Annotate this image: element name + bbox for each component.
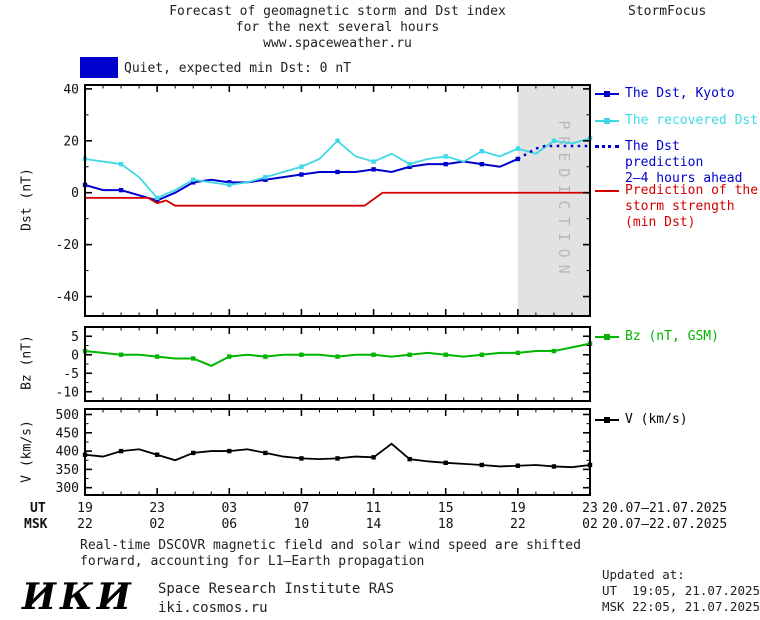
msk-date-range: 20.07–22.07.2025 bbox=[602, 517, 728, 532]
updated-at-label: Updated at: bbox=[602, 567, 685, 582]
title-line-2: for the next several hours bbox=[235, 20, 440, 35]
msk-tick-label: 06 bbox=[221, 517, 238, 532]
svg-text:-5: -5 bbox=[63, 367, 79, 382]
dst-chart-panel: PREDICTION 40 20 0 -20 -40 bbox=[56, 84, 593, 317]
msk-tick-label: 02 bbox=[582, 517, 598, 532]
ut-tick-label: 15 bbox=[437, 501, 454, 516]
legend-dst-prediction: The Dst prediction 2–4 hours ahead bbox=[595, 139, 760, 187]
v-swatch bbox=[595, 417, 619, 423]
ut-tick-label: 19 bbox=[510, 501, 526, 516]
legend-label-line: 2–4 hours ahead bbox=[625, 171, 743, 186]
legend-label-line: The Dst prediction bbox=[625, 139, 704, 170]
brand-label: StormFocus bbox=[628, 4, 707, 19]
svg-text:450: 450 bbox=[56, 426, 79, 441]
svg-text:300: 300 bbox=[56, 481, 79, 496]
bz-chart-panel: 5 0 -5 -10 bbox=[56, 326, 593, 402]
ut-tick-label: 23 bbox=[149, 501, 165, 516]
svg-text:400: 400 bbox=[56, 445, 79, 460]
legend-label-line: Prediction of the bbox=[625, 183, 759, 198]
updated-at-msk: MSK 22:05, 21.07.2025 bbox=[602, 599, 760, 614]
dst-kyoto-swatch bbox=[595, 91, 619, 97]
storm-strength-swatch bbox=[595, 190, 619, 192]
legend-dst-kyoto: The Dst, Kyoto bbox=[595, 86, 735, 102]
svg-text:-40: -40 bbox=[56, 290, 79, 305]
svg-text:0: 0 bbox=[71, 186, 79, 201]
institute-site-link[interactable]: iki.cosmos.ru bbox=[158, 600, 268, 616]
msk-tick-label: 18 bbox=[437, 517, 454, 532]
legend-label-line: (min Dst) bbox=[625, 215, 696, 230]
ut-tick-label: 03 bbox=[221, 501, 238, 516]
svg-text:-20: -20 bbox=[56, 238, 79, 253]
propagation-note-line-1: Real-time DSCOVR magnetic field and sola… bbox=[80, 538, 581, 553]
legend-label: V (km/s) bbox=[625, 412, 688, 427]
svg-text:PREDICTION: PREDICTION bbox=[555, 120, 573, 280]
legend-v: V (km/s) bbox=[595, 412, 688, 428]
legend-label-line: storm strength bbox=[625, 199, 735, 214]
msk-tick-label: 02 bbox=[149, 517, 165, 532]
storm-level-label: Quiet, expected min Dst: 0 nT bbox=[124, 61, 351, 76]
v-axis-label: V (km/s) bbox=[19, 420, 35, 483]
ut-row-label: UT bbox=[30, 501, 46, 516]
legend-label: The Dst, Kyoto bbox=[625, 86, 735, 101]
storm-level-swatch bbox=[80, 57, 118, 78]
iki-logo: ИКИ bbox=[22, 576, 135, 618]
title-line-3-url: www.spaceweather.ru bbox=[263, 36, 412, 51]
msk-tick-label: 10 bbox=[293, 517, 310, 532]
ut-tick-label: 23 bbox=[582, 501, 598, 516]
msk-tick-label: 22 bbox=[77, 517, 93, 532]
svg-text:5: 5 bbox=[71, 330, 79, 345]
msk-tick-label: 22 bbox=[510, 517, 526, 532]
svg-text:350: 350 bbox=[56, 463, 79, 478]
v-chart-panel: 500 450 400 350 300 bbox=[56, 408, 593, 496]
recovered-dst-swatch bbox=[595, 118, 619, 124]
msk-row-label: MSK bbox=[24, 517, 48, 532]
institute-name: Space Research Institute RAS bbox=[158, 581, 395, 597]
legend-label: The recovered Dst bbox=[625, 113, 759, 128]
ut-tick-label: 19 bbox=[77, 501, 93, 516]
legend-storm-strength: Prediction of the storm strength (min Ds… bbox=[595, 183, 758, 231]
bz-swatch bbox=[595, 334, 619, 340]
legend-recovered-dst: The recovered Dst bbox=[595, 113, 758, 129]
dst-axis-label: Dst (nT) bbox=[19, 168, 35, 231]
dst-prediction-swatch bbox=[595, 145, 619, 148]
ut-tick-label: 07 bbox=[293, 501, 310, 516]
svg-text:-10: -10 bbox=[56, 385, 79, 400]
legend-bz: Bz (nT, GSM) bbox=[595, 329, 719, 345]
svg-text:40: 40 bbox=[63, 84, 79, 97]
propagation-note-line-2: forward, accounting for L1–Earth propaga… bbox=[80, 554, 425, 569]
ut-date-range: 20.07–21.07.2025 bbox=[602, 501, 728, 516]
ut-tick-label: 11 bbox=[365, 501, 382, 516]
svg-text:500: 500 bbox=[56, 408, 79, 423]
svg-text:0: 0 bbox=[71, 348, 79, 363]
legend-label: Bz (nT, GSM) bbox=[625, 329, 719, 344]
svg-text:20: 20 bbox=[63, 134, 79, 149]
title-line-1: Forecast of geomagnetic storm and Dst in… bbox=[169, 4, 506, 19]
updated-at-ut: UT 19:05, 21.07.2025 bbox=[602, 583, 760, 598]
msk-tick-label: 14 bbox=[365, 517, 382, 532]
page-title: Forecast of geomagnetic storm and Dst in… bbox=[85, 4, 590, 52]
